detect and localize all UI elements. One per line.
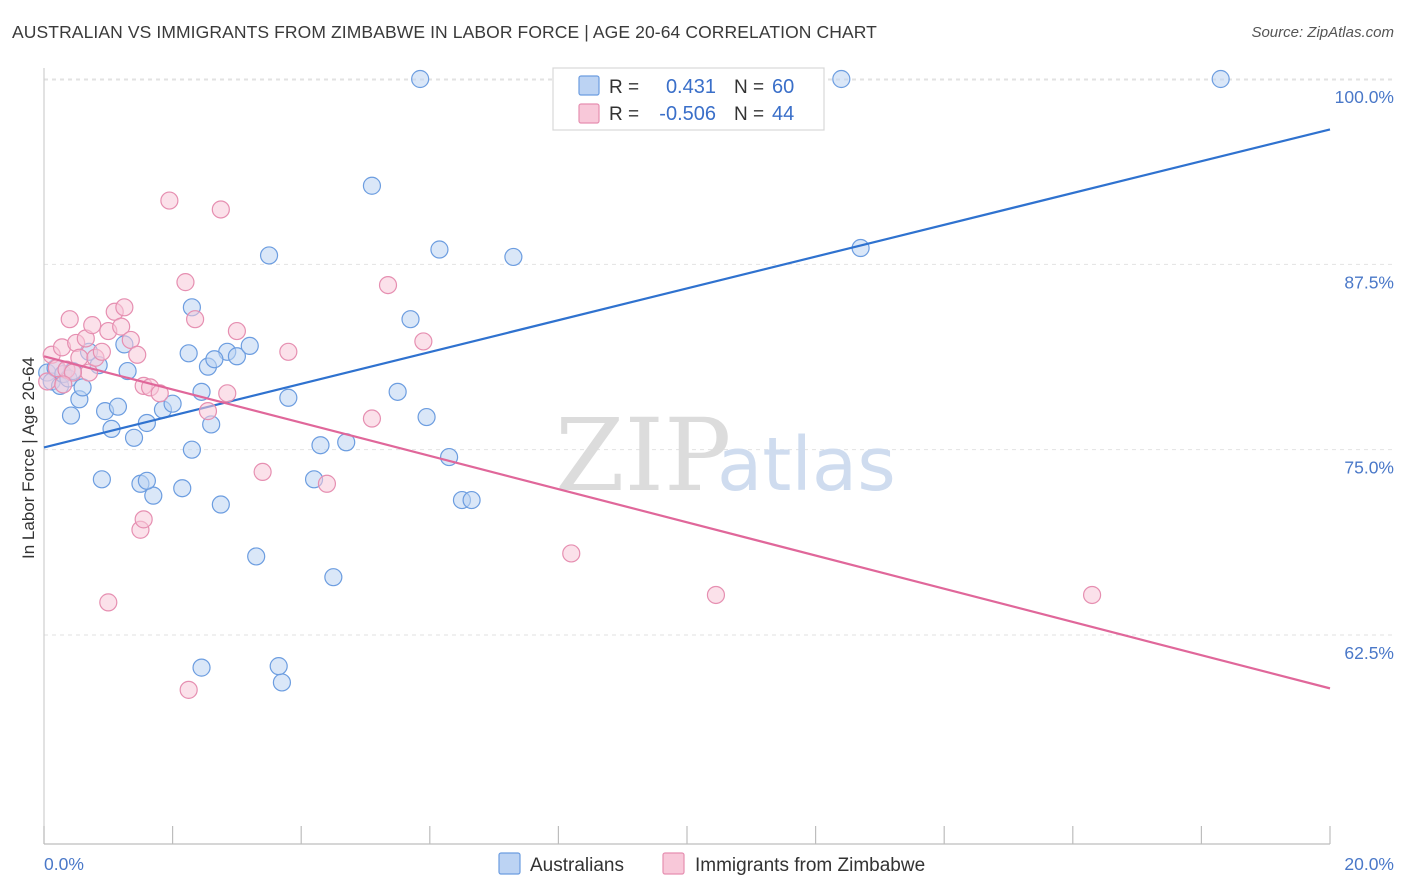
australians-point	[240, 336, 259, 355]
legend-swatch-zimbabwe	[578, 103, 600, 124]
australians-point	[259, 246, 279, 265]
zimbabwe-trend-line	[43, 355, 1331, 690]
x-tick-label-min: 0.0%	[44, 854, 84, 874]
bottom-legend-swatch-zimbabwe	[662, 852, 685, 875]
watermark-atlas: atlas	[717, 422, 896, 508]
zimbabwe-point	[414, 332, 433, 351]
australians-point	[269, 657, 288, 676]
series-zimbabwe	[38, 191, 1331, 699]
zimbabwe-point	[83, 316, 102, 335]
zimbabwe-point	[150, 384, 169, 403]
zimbabwe-point	[54, 375, 73, 394]
australians-point	[179, 344, 198, 363]
zimbabwe-point	[279, 342, 298, 361]
bottom-legend-label-zimbabwe: Immigrants from Zimbabwe	[695, 855, 925, 876]
x-tick-label-max: 20.0%	[1344, 854, 1394, 874]
zimbabwe-point	[115, 298, 134, 317]
zimbabwe-point	[211, 200, 230, 219]
australians-point	[182, 440, 201, 459]
bottom-legend: Australians Immigrants from Zimbabwe	[498, 852, 925, 876]
australians-trend-line	[43, 128, 1331, 449]
australians-point	[272, 673, 292, 692]
zimbabwe-point	[112, 317, 131, 336]
australians-point	[388, 382, 407, 401]
australians-point	[211, 495, 230, 514]
bottom-legend-label-australians: Australians	[530, 855, 624, 876]
x-ticks	[43, 826, 1331, 844]
australians-point	[311, 436, 330, 455]
zimbabwe-point	[253, 462, 272, 482]
australians-point	[462, 490, 481, 510]
australians-point	[279, 388, 298, 407]
y-tick-label-2: 87.5%	[1344, 272, 1394, 292]
australians-point	[411, 69, 430, 89]
australians-point	[247, 547, 266, 566]
australians-point	[324, 568, 343, 587]
y-tick-label-3: 100.0%	[1335, 87, 1394, 107]
legend-n-label-australians: N =	[734, 77, 764, 98]
zimbabwe-point	[1082, 585, 1102, 605]
australians-point	[205, 350, 224, 369]
australians-point	[417, 407, 436, 427]
y-tick-labels: 62.5% 75.0% 87.5% 100.0%	[1335, 87, 1394, 663]
australians-point	[173, 479, 192, 498]
australians-point	[430, 240, 449, 259]
watermark-zip: ZIP	[555, 397, 731, 514]
zimbabwe-point	[160, 191, 179, 210]
legend-swatch-australians	[578, 75, 600, 96]
australians-point	[124, 428, 144, 447]
legend-n-value-australians: 60	[772, 76, 794, 98]
legend-n-label-zimbabwe: N =	[734, 104, 764, 125]
zimbabwe-point	[218, 384, 237, 403]
zimbabwe-point	[60, 310, 79, 329]
australians-point	[504, 247, 523, 267]
australians-point	[192, 658, 211, 677]
australians-point	[118, 361, 137, 381]
zimbabwe-point	[362, 409, 382, 428]
zimbabwe-point	[706, 585, 726, 605]
legend-r-value-zimbabwe: -0.506	[659, 103, 716, 125]
legend-r-label-zimbabwe: R =	[609, 104, 639, 125]
zimbabwe-point	[317, 474, 337, 493]
australians-point	[1211, 69, 1230, 89]
series-layer	[38, 69, 1331, 699]
zimbabwe-point	[198, 402, 218, 421]
australians-point	[832, 69, 851, 89]
bottom-legend-swatch-australians	[498, 852, 521, 875]
chart-title: AUSTRALIAN VS IMMIGRANTS FROM ZIMBABWE I…	[12, 22, 877, 42]
series-australians	[38, 69, 1331, 692]
australians-point	[362, 176, 382, 195]
legend-n-value-zimbabwe: 44	[772, 103, 794, 125]
zimbabwe-point	[92, 342, 111, 361]
australians-point	[163, 394, 182, 413]
gridlines	[44, 78, 1394, 636]
zimbabwe-point	[227, 321, 246, 341]
australians-point	[92, 470, 111, 489]
zimbabwe-point	[99, 593, 118, 612]
chart-source: Source: ZipAtlas.com	[1251, 24, 1394, 41]
australians-point	[137, 471, 156, 490]
zimbabwe-point	[186, 310, 205, 329]
top-legend: R = 0.431 N = 60 R = -0.506 N = 44	[552, 67, 825, 131]
y-tick-label-1: 75.0%	[1344, 458, 1394, 478]
zimbabwe-point	[378, 275, 398, 295]
australians-point	[61, 406, 81, 425]
zimbabwe-point	[179, 680, 198, 699]
australians-point	[108, 397, 128, 416]
y-axis-title: In Labor Force | Age 20-64	[19, 357, 38, 559]
legend-r-label-australians: R =	[609, 77, 639, 98]
legend-r-value-australians: 0.431	[666, 76, 716, 98]
australians-point	[401, 310, 420, 329]
australians-point	[227, 347, 246, 366]
zimbabwe-point	[134, 510, 153, 529]
zimbabwe-point	[128, 345, 147, 364]
zimbabwe-point	[176, 273, 195, 292]
zimbabwe-point	[562, 544, 581, 563]
y-tick-label-0: 62.5%	[1344, 643, 1394, 663]
